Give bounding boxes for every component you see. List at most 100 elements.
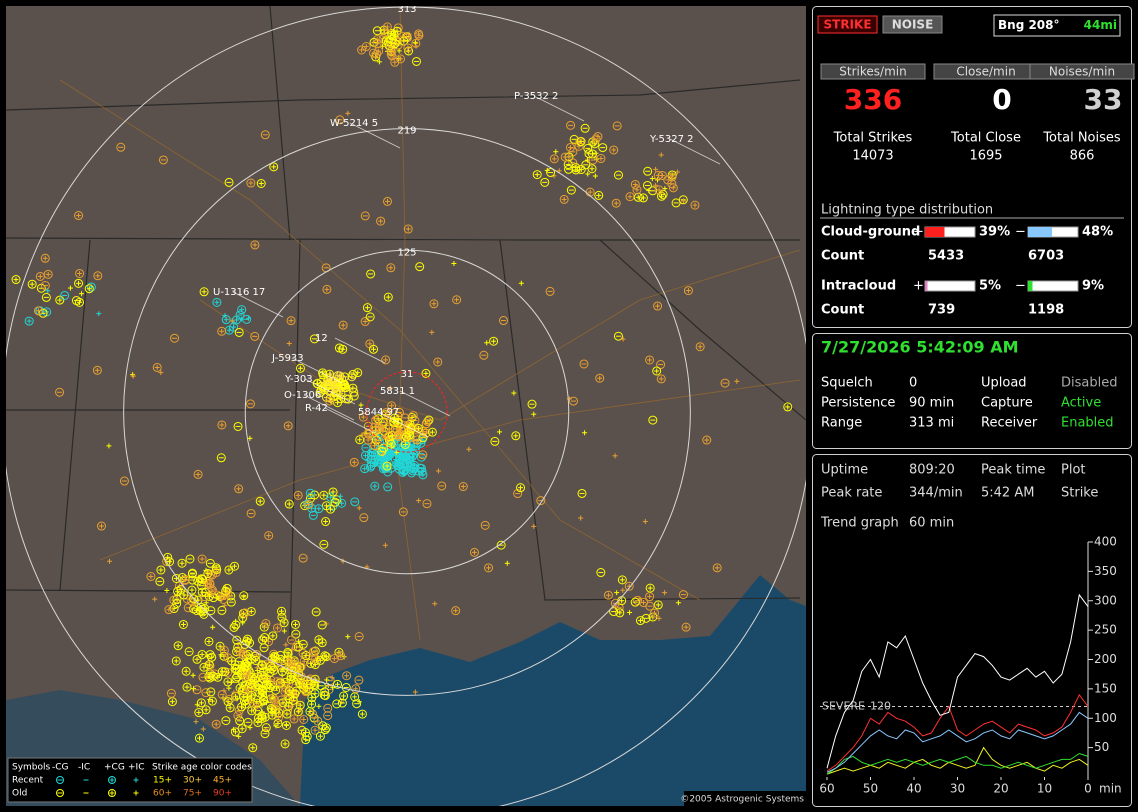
strike-symbol: [580, 123, 590, 133]
symbol-ring: [540, 177, 550, 187]
strike-symbol: [230, 727, 240, 737]
mode-button[interactable]: [817, 15, 878, 34]
strike-symbol: [396, 54, 406, 64]
symbol-ring: [370, 441, 380, 451]
strike-symbol: [261, 723, 271, 733]
strike-symbol: [315, 655, 325, 665]
strike-symbol: [240, 620, 246, 626]
strike-symbol: [345, 634, 351, 640]
symbol-ring: [330, 497, 340, 507]
symbol-ring: [720, 378, 730, 388]
symbol-ring: [421, 419, 431, 429]
strike-symbol: [427, 427, 437, 437]
symbol-ring: [239, 591, 249, 601]
strike-symbol: [311, 607, 321, 617]
symbol-ring: [286, 316, 296, 326]
symbol-ring: [415, 262, 425, 272]
range-rings: 313 219 125 31: [6, 6, 806, 806]
strike-symbol: [648, 186, 658, 196]
strike-symbol: [192, 685, 202, 695]
symbol-ring: [256, 670, 266, 680]
strike-symbol: [305, 493, 315, 503]
strike-symbol: [221, 716, 231, 726]
strike-symbol: [295, 363, 305, 373]
strike-symbol: [283, 642, 289, 648]
strike-symbol: [390, 39, 400, 49]
strike-symbol: [156, 565, 166, 575]
strike-symbol: [635, 616, 645, 626]
symbol-ring: [185, 554, 195, 564]
strike-symbol: [308, 709, 318, 719]
strike-symbol: [217, 420, 227, 430]
strike-symbol: [224, 177, 234, 187]
symbol-ring: [384, 41, 394, 51]
symbol-ring: [221, 586, 231, 596]
symbol-ring: [322, 284, 332, 294]
stat-value: 5:42 AM: [981, 486, 1034, 501]
strike-symbol: [330, 685, 336, 691]
symbol-ring: [250, 331, 260, 341]
symbol-ring: [437, 481, 447, 491]
strike-symbol: [96, 521, 106, 531]
strike-symbol: [598, 143, 608, 153]
symbol-ring: [266, 661, 276, 671]
symbol-ring: [702, 435, 712, 445]
legend-row: Old: [12, 789, 27, 799]
symbol-ring: [212, 565, 222, 575]
strike-symbol: [243, 717, 253, 727]
strike-symbol: [649, 608, 659, 618]
strike-symbol: [158, 155, 168, 165]
symbol-ring: [246, 178, 256, 188]
strike-symbol: [106, 443, 112, 449]
strike-symbol: [178, 619, 188, 629]
strike-symbol: [233, 421, 243, 431]
symbol-ring: [289, 714, 299, 724]
symbol-ring: [75, 268, 85, 278]
strike-symbol: [246, 606, 256, 616]
strike-symbol: [337, 493, 343, 499]
symbol-ring: [296, 679, 306, 689]
symbol-ring: [418, 450, 428, 460]
symbol-ring: [286, 635, 296, 645]
symbol-ring: [295, 363, 305, 373]
mode-button[interactable]: [882, 15, 943, 34]
strike-symbol: [75, 268, 85, 278]
stat-value: 344/min: [909, 486, 963, 501]
strike-symbol: [219, 596, 225, 602]
symbol-ring: [357, 709, 367, 719]
strike-symbol: [513, 489, 523, 499]
strike-symbol: [613, 170, 623, 180]
symbol-ring: [654, 185, 664, 195]
symbol-ring: [337, 498, 347, 508]
strike-symbol: [610, 598, 620, 608]
symbol-ring: [303, 499, 313, 509]
strike-symbol: [353, 368, 363, 378]
strike-symbol: [193, 719, 199, 725]
symbol-ring: [239, 696, 249, 706]
strike-symbol: [254, 699, 260, 705]
strike-symbol: [416, 463, 426, 473]
symbol-ring: [206, 687, 216, 697]
strike-symbol: [398, 31, 408, 41]
strike-symbol: [649, 176, 655, 182]
strike-symbol: [293, 490, 303, 500]
legend-age: 30+: [183, 776, 202, 786]
strike-symbol: [630, 179, 640, 189]
strike-symbol: [383, 482, 393, 492]
strike-symbol: [256, 670, 266, 680]
strike-symbol: [540, 177, 550, 187]
strike-symbol: [207, 697, 213, 703]
symbol-ring: [671, 198, 681, 208]
strike-symbol: [293, 642, 303, 652]
symbol-ring: [566, 185, 576, 195]
symbol-ring: [484, 563, 494, 573]
symbol-ring: [318, 721, 328, 731]
strike-symbol: [655, 177, 661, 183]
strike-symbol: [245, 678, 255, 688]
strike-symbol: [166, 688, 176, 698]
strike-symbol: [354, 675, 364, 685]
strike-symbol: [587, 164, 597, 174]
strike-symbol: [45, 288, 51, 294]
strike-symbol: [200, 726, 206, 732]
symbol-ring: [310, 725, 320, 735]
